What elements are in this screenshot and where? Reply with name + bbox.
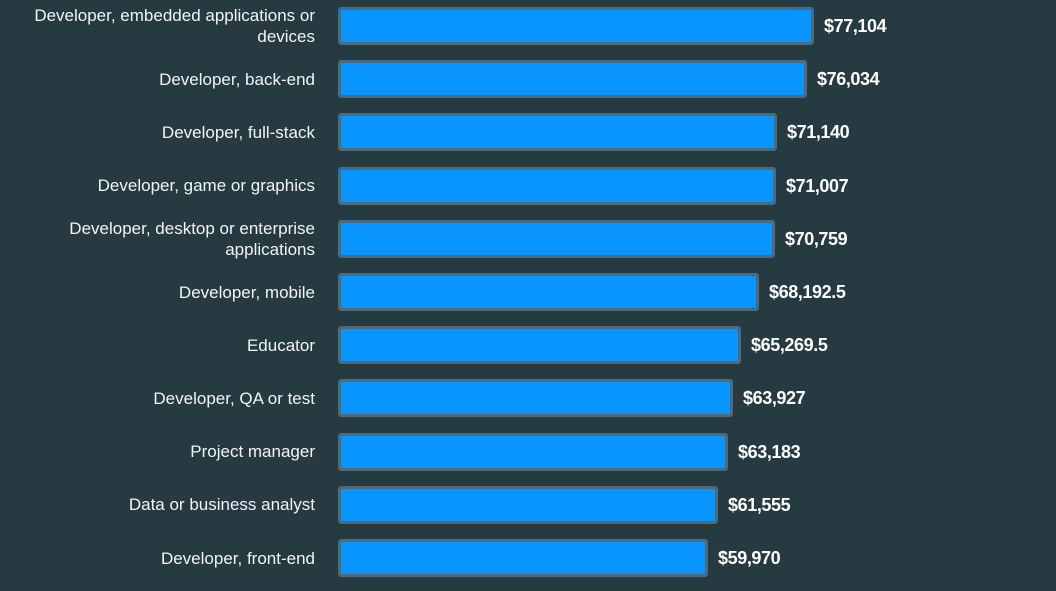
category-label-line: Educator [246, 336, 315, 355]
value-label: $77,104 [824, 16, 887, 36]
category-label: Developer, game or graphics [15, 175, 315, 196]
category-label-line: Developer, game or graphics [97, 176, 315, 195]
category-label-line: Developer, full-stack [161, 123, 315, 142]
bar [338, 273, 759, 311]
value-label: $63,927 [743, 388, 806, 408]
value-label: $68,192.5 [769, 282, 846, 302]
value-label: $59,970 [718, 548, 781, 568]
category-label: Developer, front-end [15, 548, 315, 569]
category-label-line: Developer, back-end [159, 70, 315, 89]
value-label: $76,034 [817, 69, 880, 89]
category-label-line: Developer, QA or test [153, 389, 315, 408]
category-label-line: Data or business analyst [128, 495, 315, 514]
category-label: Developer, embedded applications or devic… [15, 5, 315, 47]
bar [338, 433, 728, 471]
category-label: Developer, full-stack [15, 122, 315, 143]
bar [338, 220, 775, 258]
category-label-line: Developer, desktop or enterprise [69, 219, 315, 238]
bar [338, 60, 807, 98]
category-label: Project manager [15, 441, 315, 462]
value-label: $70,759 [785, 229, 848, 249]
category-label: Developer, QA or test [15, 388, 315, 409]
bar [338, 326, 741, 364]
category-label: Developer, mobile [15, 282, 315, 303]
bar [338, 7, 814, 45]
category-label: Educator [15, 335, 315, 356]
bar [338, 379, 733, 417]
bar [338, 486, 718, 524]
category-label: Data or business analyst [15, 494, 315, 515]
bar [338, 113, 777, 151]
bar [338, 539, 708, 577]
category-label-line: Developer, front-end [160, 549, 315, 568]
value-label: $61,555 [728, 495, 791, 515]
value-label: $63,183 [738, 442, 801, 462]
category-label-line: Project manager [190, 442, 315, 461]
category-label: Developer, desktop or enterprise applicat… [15, 218, 315, 260]
category-label: Developer, back-end [15, 69, 315, 90]
value-label: $71,140 [787, 122, 850, 142]
value-label: $71,007 [786, 176, 849, 196]
category-label-line: devices [257, 27, 315, 46]
category-label-line: applications [225, 240, 315, 259]
value-label: $65,269.5 [751, 335, 828, 355]
bar [338, 167, 776, 205]
category-label-line: Developer, mobile [178, 283, 315, 302]
category-label-line: Developer, embedded applications or [34, 6, 315, 25]
